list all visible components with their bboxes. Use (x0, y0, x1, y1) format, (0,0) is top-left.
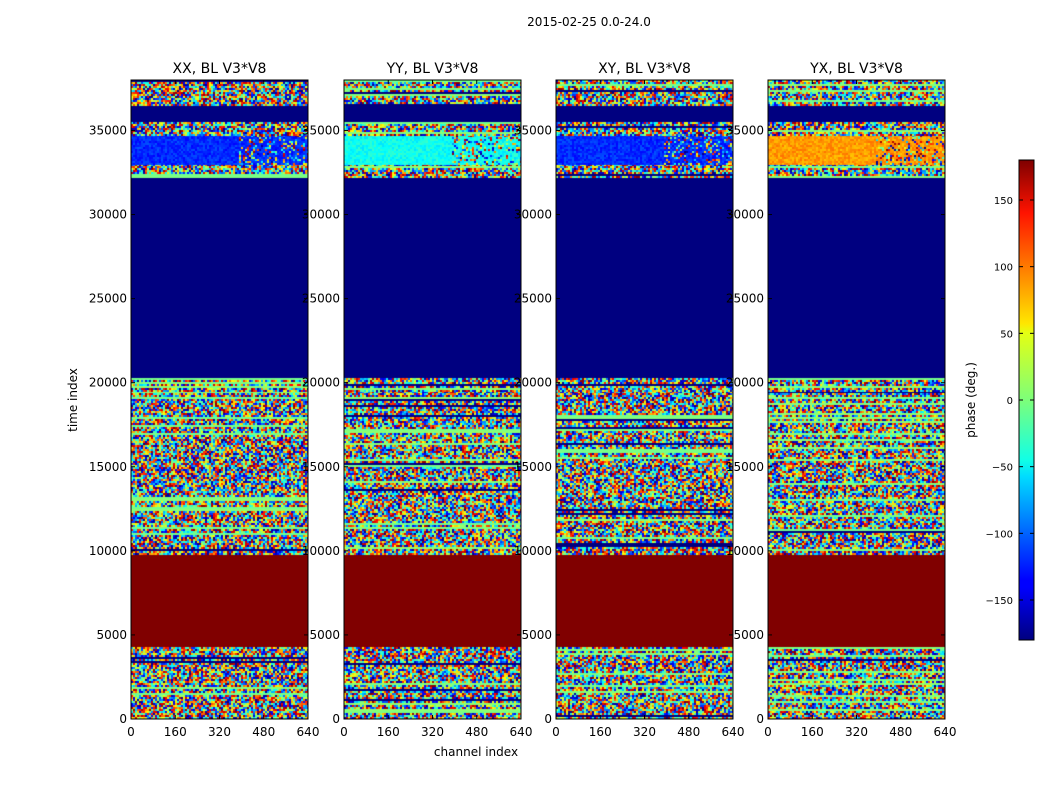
panel-title: XY, BL V3*V8 (598, 61, 691, 77)
colorbar-tick-label: 0 (1007, 396, 1013, 407)
colorbar-tick-label: 50 (1000, 329, 1013, 340)
x-tick-label: 0 (340, 725, 348, 739)
colorbar-label: phase (deg.) (964, 362, 978, 438)
panel-title: XX, BL V3*V8 (173, 61, 267, 77)
y-tick-label: 5000 (96, 628, 127, 642)
panels-group: XX, BL V3*V8 0 5000 10000 15000 20000 25000 300… (89, 61, 957, 739)
y-tick-label: 0 (756, 712, 764, 726)
y-tick-label: 10000 (89, 544, 127, 558)
x-tick-label: 320 (845, 725, 868, 739)
x-tick-label: 640 (722, 725, 745, 739)
figure-title: 2015-02-25 0.0-24.0 (527, 15, 651, 29)
x-tick-label: 480 (677, 725, 700, 739)
x-tick-label: 0 (127, 725, 135, 739)
y-tick-label: 20000 (726, 376, 764, 390)
panel-title: YX, BL V3*V8 (809, 61, 903, 77)
x-tick-label: 160 (801, 725, 824, 739)
colorbar-tick-label: −50 (992, 463, 1013, 474)
y-tick-label: 25000 (726, 292, 764, 306)
y-tick-label: 15000 (89, 460, 127, 474)
colorbar: −150 −100 −50 0 50 100 150 phase (deg.) (964, 159, 1035, 641)
panel-2: XY, BL V3*V8 0 5000 10000 15000 20000 25000 300… (514, 61, 745, 739)
panel-3: YX, BL V3*V8 0 5000 10000 15000 20000 25000 300… (726, 61, 957, 739)
x-tick-label: 160 (589, 725, 612, 739)
y-tick-label: 5000 (521, 628, 552, 642)
panel-title: YY, BL V3*V8 (386, 61, 479, 77)
y-axis-label: time index (66, 368, 80, 432)
x-tick-label: 640 (934, 725, 957, 739)
x-tick-label: 640 (297, 725, 320, 739)
y-tick-label: 20000 (89, 376, 127, 390)
y-tick-label: 35000 (89, 123, 127, 137)
x-tick-label: 640 (510, 725, 533, 739)
panel-1: YY, BL V3*V8 0 5000 10000 15000 20000 25000 300… (302, 61, 533, 739)
y-tick-label: 20000 (302, 376, 340, 390)
x-tick-label: 320 (208, 725, 231, 739)
x-tick-label: 160 (377, 725, 400, 739)
colorbar-tick-label: 150 (994, 196, 1013, 207)
y-tick-label: 15000 (726, 460, 764, 474)
y-tick-label: 30000 (726, 208, 764, 222)
y-tick-label: 15000 (302, 460, 340, 474)
y-tick-label: 25000 (302, 292, 340, 306)
y-tick-label: 0 (119, 712, 127, 726)
x-tick-label: 160 (164, 725, 187, 739)
y-tick-label: 35000 (302, 123, 340, 137)
panel-0: XX, BL V3*V8 0 5000 10000 15000 20000 25000 300… (89, 61, 320, 739)
x-axis-label: channel index (434, 745, 518, 759)
phase-heatmap (556, 80, 733, 719)
y-tick-label: 10000 (302, 544, 340, 558)
phase-heatmap (344, 80, 521, 719)
x-tick-label: 320 (633, 725, 656, 739)
x-tick-label: 320 (421, 725, 444, 739)
y-tick-label: 25000 (89, 292, 127, 306)
y-tick-label: 20000 (514, 376, 552, 390)
y-tick-label: 35000 (726, 123, 764, 137)
y-tick-label: 25000 (514, 292, 552, 306)
x-tick-label: 0 (552, 725, 560, 739)
x-tick-label: 480 (889, 725, 912, 739)
y-tick-label: 35000 (514, 123, 552, 137)
y-tick-label: 10000 (514, 544, 552, 558)
colorbar-tick-label: −100 (986, 529, 1013, 540)
y-tick-label: 0 (332, 712, 340, 726)
y-tick-label: 0 (544, 712, 552, 726)
phase-heatmap (131, 80, 308, 719)
x-tick-label: 0 (764, 725, 772, 739)
y-tick-label: 30000 (302, 208, 340, 222)
colorbar-tick-label: 100 (994, 263, 1013, 274)
x-tick-label: 480 (465, 725, 488, 739)
y-tick-label: 10000 (726, 544, 764, 558)
phase-heatmap (768, 80, 945, 719)
colorbar-tick-label: −150 (986, 596, 1013, 607)
y-tick-label: 30000 (89, 208, 127, 222)
x-tick-label: 480 (252, 725, 275, 739)
y-tick-label: 15000 (514, 460, 552, 474)
y-tick-label: 30000 (514, 208, 552, 222)
y-tick-label: 5000 (309, 628, 340, 642)
y-tick-label: 5000 (733, 628, 764, 642)
